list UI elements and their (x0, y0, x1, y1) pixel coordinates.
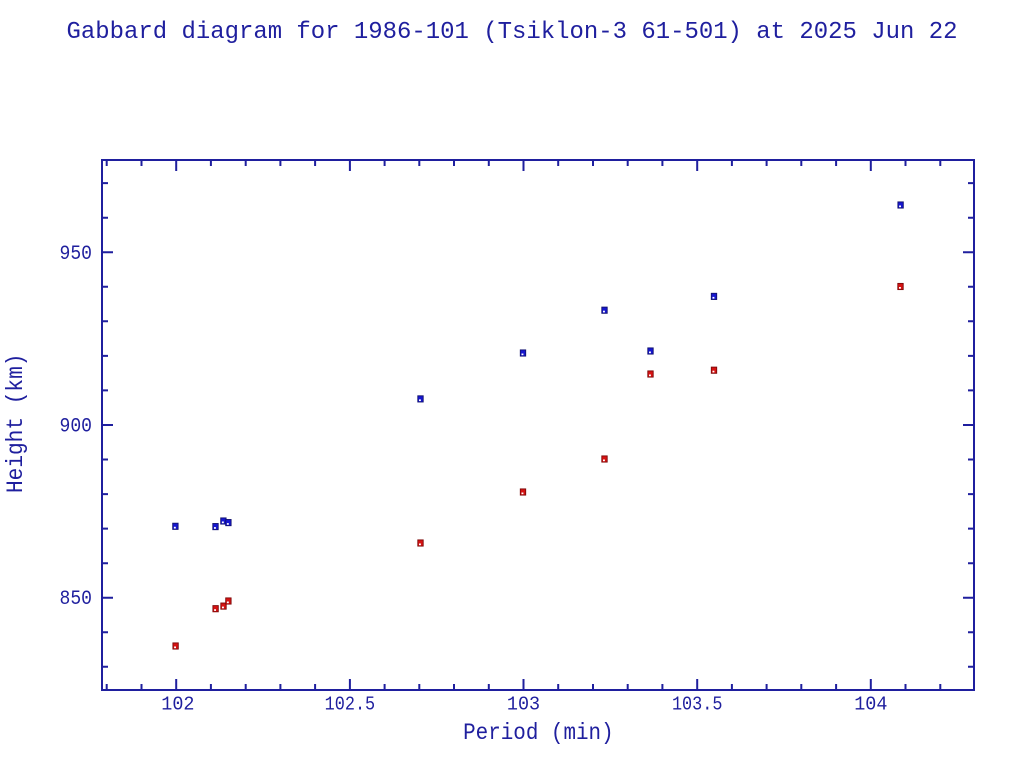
svg-text:Period (min): Period (min) (463, 720, 614, 746)
svg-text:103: 103 (507, 694, 540, 716)
svg-text:102: 102 (161, 694, 194, 716)
svg-text:103.5: 103.5 (672, 694, 723, 716)
svg-text:950: 950 (60, 243, 93, 266)
svg-text:Height (km): Height (km) (3, 354, 29, 494)
svg-text:Gabbard diagram for 1986-101 (: Gabbard diagram for 1986-101 (Tsiklon-3 … (67, 19, 958, 46)
svg-text:850: 850 (60, 588, 93, 611)
svg-text:900: 900 (60, 415, 93, 438)
svg-text:104: 104 (854, 694, 887, 716)
svg-text:102.5: 102.5 (325, 694, 376, 716)
